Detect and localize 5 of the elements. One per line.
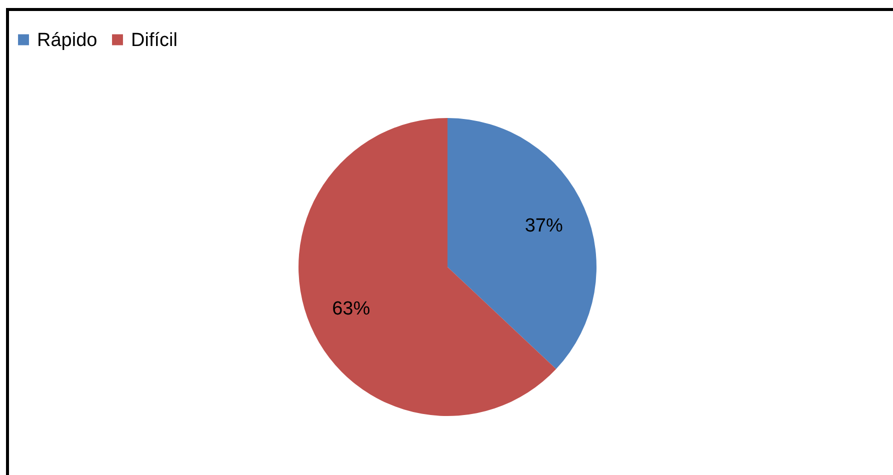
- data-label: 63%: [332, 298, 370, 320]
- data-label: 37%: [524, 215, 563, 236]
- legend-label: Difícil: [131, 30, 178, 51]
- legend-label: Rápido: [37, 30, 98, 51]
- pie-slice: [448, 118, 596, 369]
